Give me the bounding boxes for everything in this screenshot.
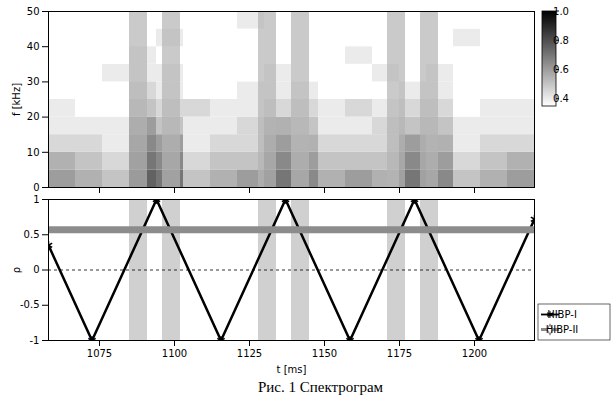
svg-text:0.8: 0.8: [553, 35, 569, 46]
svg-text:20: 20: [27, 111, 40, 122]
svg-text:1175: 1175: [387, 348, 412, 359]
svg-text:1150: 1150: [312, 348, 337, 359]
svg-text:ρ: ρ: [11, 267, 22, 273]
svg-text:1125: 1125: [237, 348, 262, 359]
svg-text:1.0: 1.0: [553, 6, 569, 17]
svg-text:HIBP-II: HIBP-II: [546, 324, 579, 335]
svg-text:30: 30: [27, 76, 40, 87]
svg-text:0: 0: [33, 264, 39, 275]
svg-text:f [kHz]: f [kHz]: [11, 83, 22, 116]
svg-text:1: 1: [33, 194, 39, 205]
html-text:Рис. 1 Спектрограм: Рис. 1 Спектрограм: [258, 379, 384, 395]
svg-text:50: 50: [27, 6, 40, 17]
svg-text:0.6: 0.6: [553, 64, 569, 75]
svg-text:10: 10: [27, 147, 40, 158]
svg-text:0.5: 0.5: [24, 229, 40, 240]
svg-text:t [ms]: t [ms]: [277, 364, 307, 375]
svg-text:-1: -1: [30, 335, 40, 346]
svg-text:1100: 1100: [162, 348, 187, 359]
svg-text:40: 40: [27, 41, 40, 52]
svg-text:1200: 1200: [462, 348, 487, 359]
svg-text:-0.5: -0.5: [20, 299, 40, 310]
svg-text:HIBP-I: HIBP-I: [547, 309, 577, 320]
svg-text:1075: 1075: [87, 348, 112, 359]
svg-text:0: 0: [33, 182, 39, 193]
svg-text:0.4: 0.4: [553, 93, 569, 104]
